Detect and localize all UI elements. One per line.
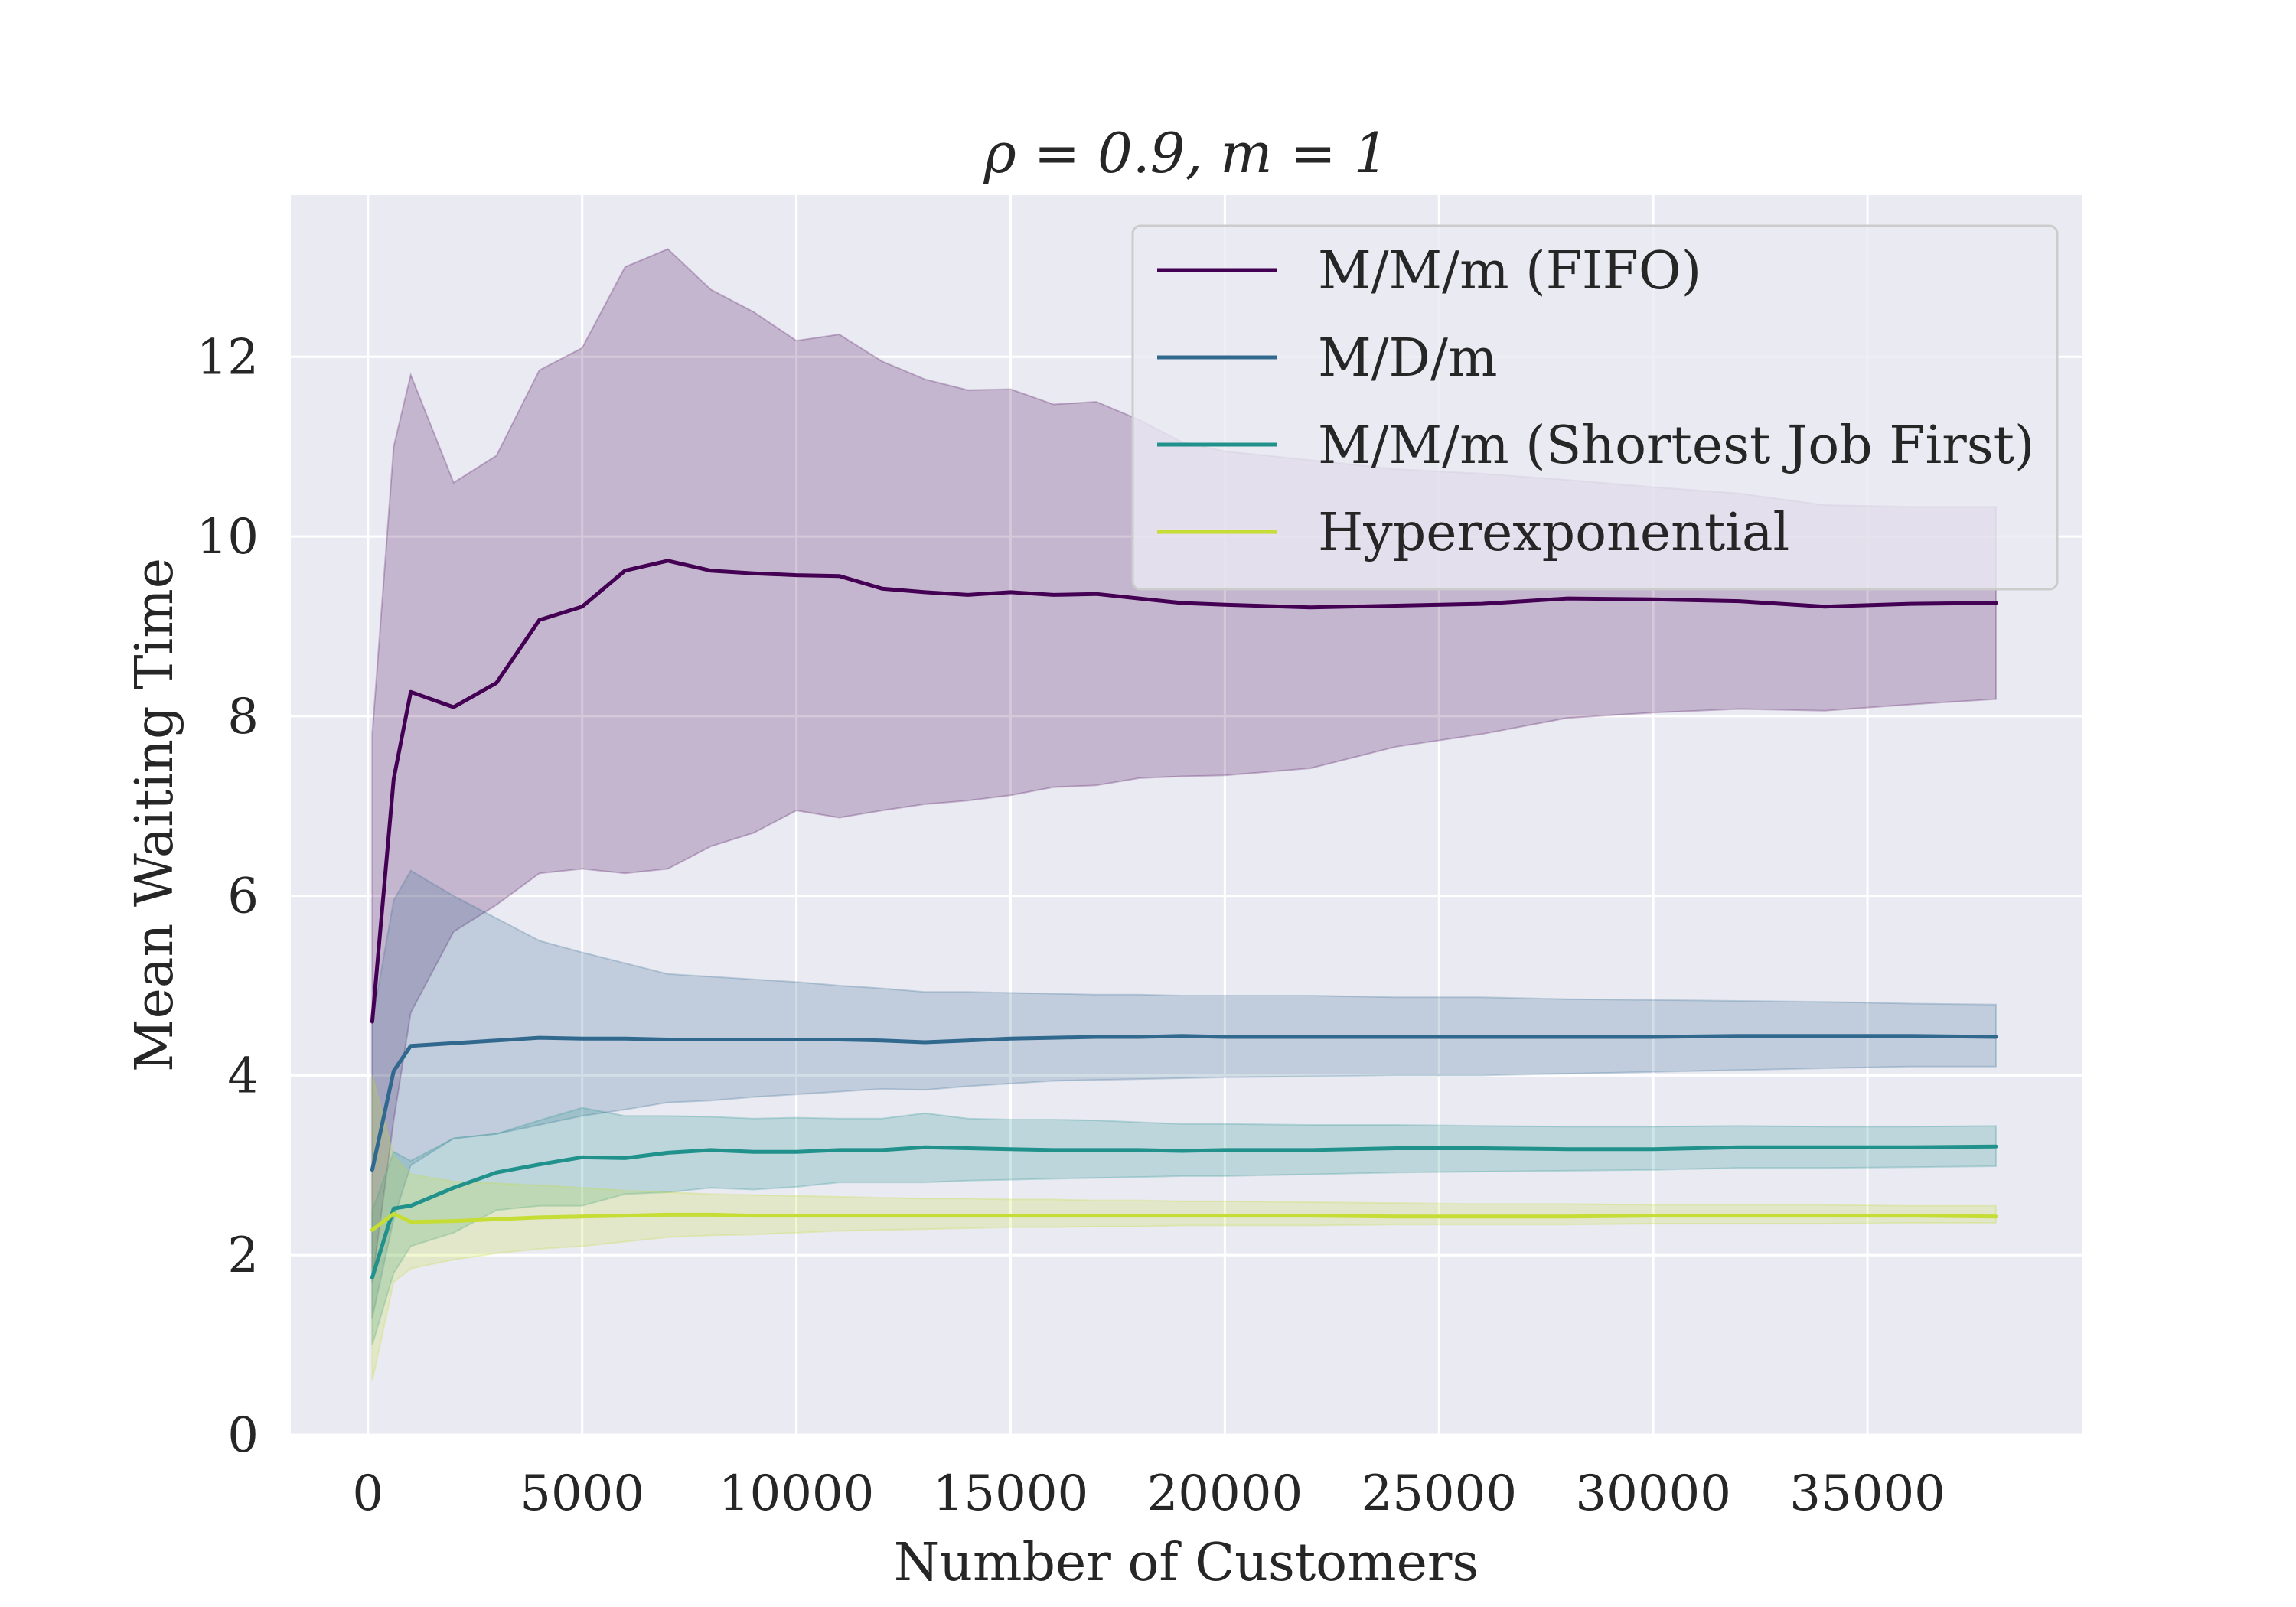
legend-frame bbox=[1131, 224, 2059, 591]
legend-entry: M/D/m bbox=[1318, 328, 1497, 389]
x-tick-label: 30000 bbox=[1575, 1465, 1731, 1522]
confidence-band-series-3 bbox=[371, 1107, 1997, 1345]
confidence-band-series-4 bbox=[371, 1075, 1997, 1381]
x-tick-labels: 0 5000 10000 15000 20000 25000 30000 35000 bbox=[352, 1465, 1945, 1522]
series-line-3 bbox=[370, 1144, 1998, 1280]
legend-entry: M/M/m (FIFO) bbox=[1318, 241, 1701, 302]
legend-entry: M/M/m (Shortest Job First) bbox=[1318, 416, 2034, 476]
legend: M/M/m (FIFO) M/D/m M/M/m (Shortest Job Fir… bbox=[1131, 224, 2059, 591]
series-line-1 bbox=[370, 559, 1998, 1024]
y-tick-label: 10 bbox=[197, 509, 259, 566]
x-tick-label: 0 bbox=[352, 1465, 383, 1522]
x-tick-label: 25000 bbox=[1361, 1465, 1517, 1522]
y-tick-label: 6 bbox=[227, 869, 259, 925]
x-axis-label: Number of Customers bbox=[894, 1533, 1479, 1593]
y-tick-label: 12 bbox=[197, 329, 259, 386]
x-tick-label: 35000 bbox=[1789, 1465, 1945, 1522]
y-tick-label: 4 bbox=[227, 1048, 259, 1104]
y-tick-label: 8 bbox=[227, 689, 259, 745]
y-tick-label: 0 bbox=[227, 1407, 259, 1464]
y-axis-label: Mean Waiting Time bbox=[125, 558, 185, 1072]
x-tick-label: 15000 bbox=[933, 1465, 1089, 1522]
confidence-band-series-2 bbox=[371, 869, 1997, 1319]
legend-entry: Hyperexponential bbox=[1318, 503, 1789, 563]
x-tick-label: 20000 bbox=[1147, 1465, 1303, 1522]
series-line-4 bbox=[370, 1211, 1998, 1232]
y-tick-labels: 0 2 4 6 8 10 12 bbox=[197, 329, 259, 1464]
series-lines bbox=[370, 559, 1998, 1280]
series-line-2 bbox=[370, 1034, 1998, 1172]
x-tick-label: 5000 bbox=[520, 1465, 644, 1522]
x-tick-label: 10000 bbox=[719, 1465, 875, 1522]
y-tick-label: 2 bbox=[227, 1227, 259, 1284]
chart-title: ρ = 0.9, m = 1 bbox=[983, 121, 1389, 185]
